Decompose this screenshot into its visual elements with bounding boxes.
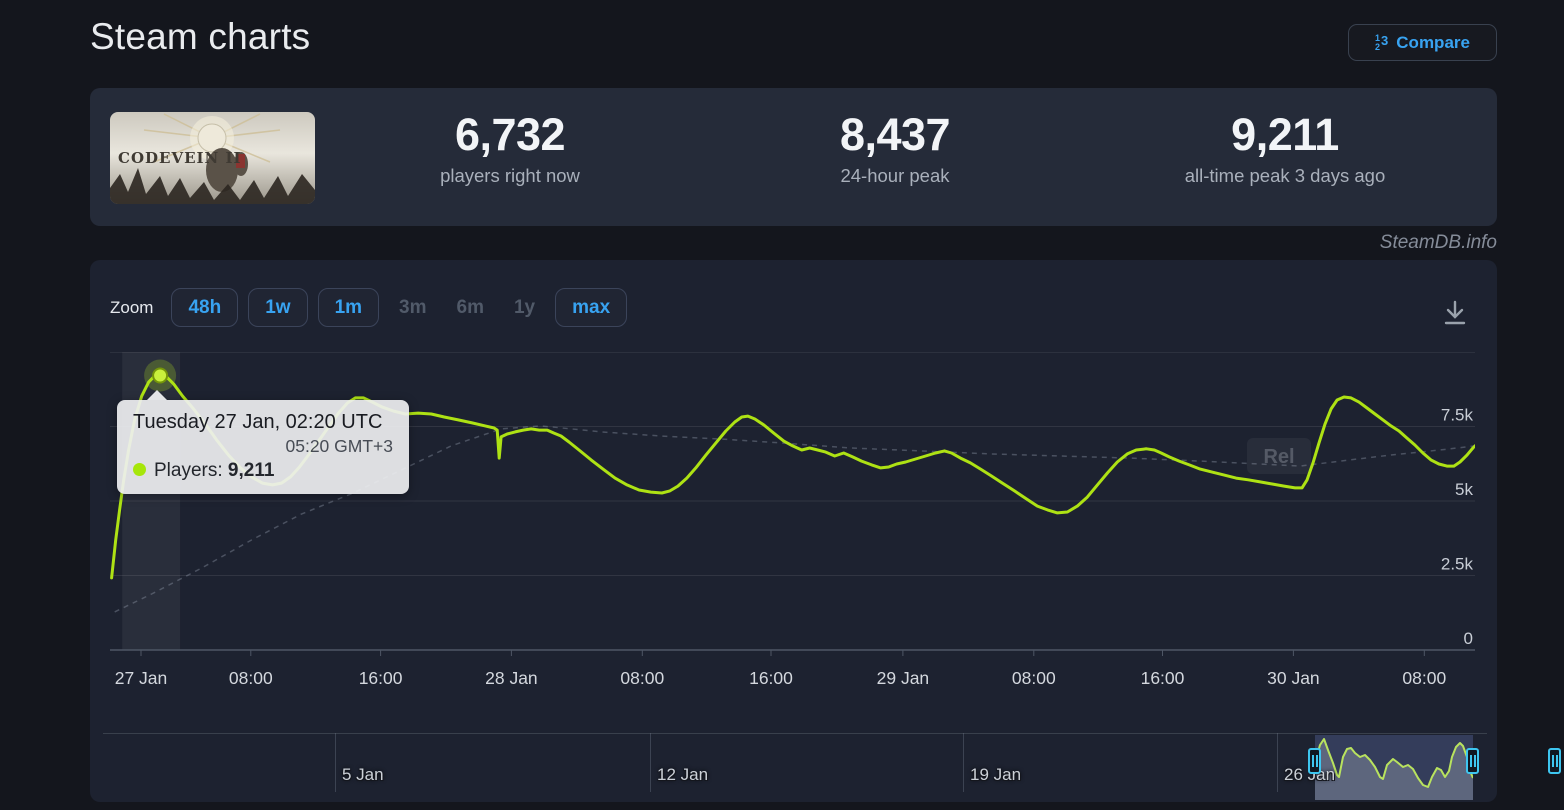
series-dot-icon (133, 463, 146, 476)
navigator-tick-line (335, 733, 336, 792)
navigator-tick-label: 19 Jan (970, 765, 1022, 784)
chart-panel: Zoom 48h 1w 1m 3m 6m 1y max 0 2.5k 5k 7.5k Rel 27 J… (90, 260, 1497, 802)
hover-marker (152, 367, 169, 384)
alltime-peak-label: all-time peak 3 days ago (1184, 164, 1386, 186)
x-axis-label: 16:00 (749, 668, 793, 688)
x-axis-label: 08:00 (1402, 668, 1446, 688)
zoom-range-3m: 3m (399, 297, 427, 318)
ordered-list-icon: 1 2 3 (1375, 32, 1389, 52)
navigator-sparkline (1314, 738, 1474, 800)
navigator-tick-label: 5 Jan (342, 765, 384, 784)
x-axis-label: 16:00 (359, 668, 403, 688)
y-axis-label: 0 (1464, 629, 1473, 648)
navigator-selected-window[interactable] (1314, 735, 1474, 800)
x-axis-label: 08:00 (229, 668, 273, 688)
stat-alltime-peak: 9,211 all-time peak 3 days ago (1090, 110, 1480, 187)
tooltip-players-label: Players: (154, 460, 223, 481)
page-title: Steam charts (90, 16, 311, 57)
y-axis-label: 5k (1455, 480, 1473, 499)
x-axis-label: 28 Jan (485, 668, 538, 688)
spikes (110, 168, 315, 204)
y-axis-label: 2.5k (1441, 555, 1474, 574)
tooltip-players-value: 9,211 (227, 460, 275, 481)
current-players-label: players right now (440, 164, 580, 186)
zoom-range-6m: 6m (456, 297, 484, 318)
compare-label: Compare (1396, 32, 1470, 52)
download-chart-button[interactable] (1438, 296, 1472, 330)
x-axis-label: 08:00 (1012, 668, 1056, 688)
navigator-tick-line (963, 733, 964, 792)
zoom-range-48h[interactable]: 48h (171, 288, 239, 327)
zoom-range-max[interactable]: max (555, 288, 628, 327)
tooltip-localtime: 05:20 GMT+3 (285, 436, 394, 456)
navigator-tick-line (1277, 733, 1278, 792)
peak-24h-label: 24-hour peak (840, 164, 950, 186)
navigator-tick-label: 26 Jan (1284, 765, 1336, 784)
game-title: CODEVEIN II (118, 149, 242, 167)
stat-24h-peak: 8,437 24-hour peak (710, 110, 1080, 187)
x-axis-label: 08:00 (620, 668, 664, 688)
navigator-tick-label: 12 Jan (657, 765, 709, 784)
player-count-chart[interactable]: 0 2.5k 5k 7.5k Rel 27 Jan 08:00 16:00 28 Jan 08:0… (110, 352, 1477, 698)
zoom-range-1w[interactable]: 1w (248, 288, 308, 327)
trend-dashed-line (114, 425, 1476, 613)
compare-button[interactable]: 1 2 3 Compare (1348, 24, 1497, 61)
stat-current-players: 6,732 players right now (330, 110, 690, 187)
alltime-peak-value: 9,211 (1231, 109, 1339, 160)
y-axis-label: 7.5k (1441, 406, 1474, 425)
navigator-right-handle[interactable] (1466, 748, 1479, 774)
peak-24h-value: 8,437 (839, 109, 951, 160)
navigator-tick-line (650, 733, 651, 792)
release-flag: Rel (1247, 438, 1311, 474)
steamdb-watermark: SteamDB.info (1379, 232, 1497, 253)
zoom-range-1m[interactable]: 1m (317, 288, 380, 327)
zoom-range-toolbar: Zoom 48h 1w 1m 3m 6m 1y max (110, 288, 628, 327)
x-axis-label: 29 Jan (877, 668, 930, 688)
game-capsule-image[interactable]: CODEVEIN II (110, 112, 315, 204)
x-axis-label: 16:00 (1141, 668, 1185, 688)
current-players-value: 6,732 (454, 109, 566, 160)
svg-text:Rel: Rel (1263, 446, 1294, 468)
tooltip-datetime: Tuesday 27 Jan, 02:20 UTC (133, 411, 383, 433)
zoom-range-1y: 1y (513, 297, 536, 318)
x-axis-label: 27 Jan (115, 668, 168, 688)
download-icon (1444, 300, 1466, 325)
tooltip-players-row: Players: 9,211 (133, 457, 393, 485)
secondary-navigator-handle[interactable] (1548, 748, 1561, 774)
navigator-left-handle[interactable] (1308, 748, 1321, 774)
chart-tooltip: Tuesday 27 Jan, 02:20 UTC 05:20 GMT+3 Pl… (117, 390, 409, 494)
stats-panel: CODEVEIN II 6,732 players right now 8,43… (90, 88, 1497, 226)
zoom-label: Zoom (110, 297, 154, 317)
x-axis-label: 30 Jan (1267, 668, 1320, 688)
navigator-axis-line (103, 733, 1487, 734)
